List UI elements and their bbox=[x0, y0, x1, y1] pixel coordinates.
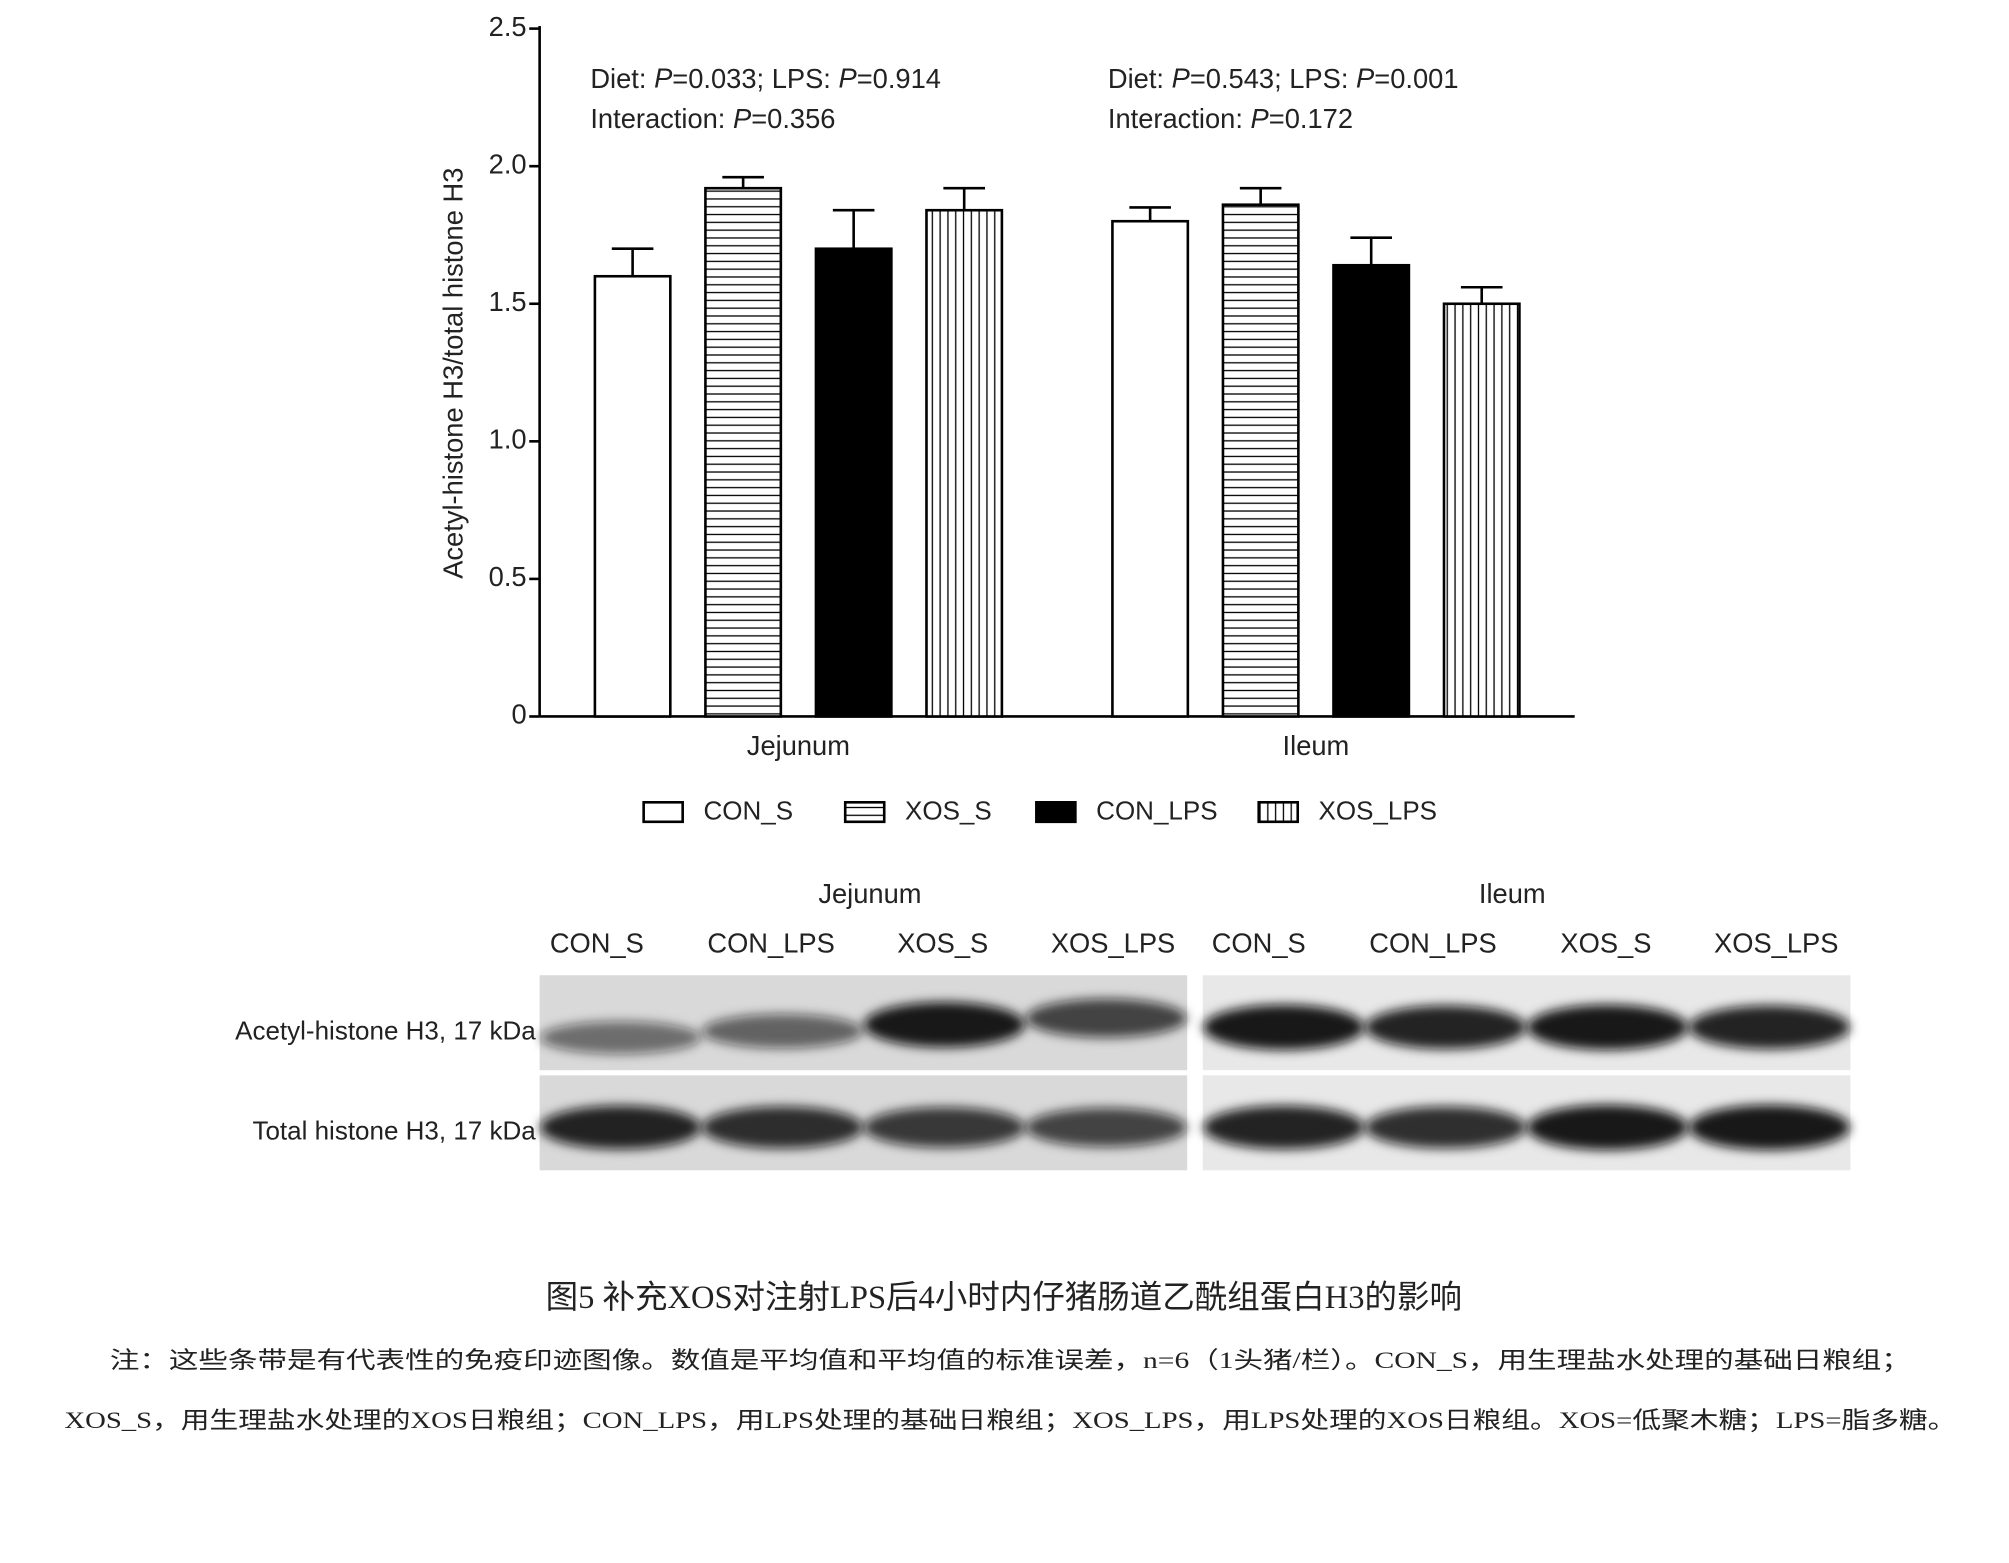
blot-band bbox=[1025, 1107, 1187, 1147]
y-tick-label: 1.5 bbox=[489, 286, 527, 317]
blot-group-label: Ileum bbox=[1479, 878, 1546, 909]
error-bar bbox=[1460, 285, 1503, 304]
caption-note: 注：这些条带是有代表性的免疫印迹图像。数值是平均值和平均值的标准误差，n=6（1… bbox=[110, 1347, 1911, 1374]
blot-lane-label: XOS_LPS bbox=[1051, 928, 1175, 959]
bar bbox=[1221, 203, 1300, 718]
blot-lane-label: CON_LPS bbox=[707, 928, 834, 959]
bar bbox=[1332, 263, 1411, 718]
blot-band bbox=[863, 1107, 1025, 1148]
blot-band bbox=[701, 1106, 864, 1149]
error-bar bbox=[943, 186, 985, 211]
blot-band bbox=[1365, 1106, 1527, 1149]
caption-title: 图5 补充XOS对注射LPS后4小时内仔猪肠道乙酰组蛋白H3的影响 bbox=[546, 1279, 1462, 1316]
annotation: Interaction: P=0.356 bbox=[590, 103, 835, 134]
annotation: Diet: P=0.543; LPS: P=0.001 bbox=[1108, 63, 1459, 94]
x-tick-label: Jejunum bbox=[747, 730, 850, 761]
annotation: Diet: P=0.033; LPS: P=0.914 bbox=[590, 63, 941, 94]
y-tick-label: 2.0 bbox=[489, 148, 527, 179]
blot-band bbox=[539, 1021, 702, 1055]
blot-row-label: Acetyl-histone H3, 17 kDa bbox=[235, 1015, 536, 1045]
blot-lane-label: CON_S bbox=[1212, 928, 1306, 959]
blot-lane-label: XOS_LPS bbox=[1714, 928, 1838, 959]
legend-label: CON_S bbox=[703, 796, 793, 826]
y-tick-label: 0.5 bbox=[489, 561, 527, 592]
y-tick-label: 0 bbox=[511, 699, 526, 730]
blot-band bbox=[863, 1002, 1025, 1048]
blot-band bbox=[1203, 1004, 1365, 1050]
blot-band bbox=[1526, 1004, 1689, 1050]
error-bar bbox=[1129, 206, 1171, 222]
blot-lane-label: CON_LPS bbox=[1369, 928, 1496, 959]
blot-group-label: Jejunum bbox=[818, 878, 921, 909]
error-bar bbox=[832, 208, 875, 249]
blot-band bbox=[1025, 998, 1187, 1038]
legend-label: CON_LPS bbox=[1096, 796, 1217, 826]
legend-swatch bbox=[642, 801, 684, 824]
legend-swatch bbox=[1257, 801, 1300, 824]
error-bar bbox=[722, 175, 764, 189]
error-bar bbox=[1350, 236, 1392, 266]
bar bbox=[593, 274, 672, 718]
y-axis-label: Acetyl-histone H3/total histone H3 bbox=[437, 168, 468, 579]
bar bbox=[1111, 219, 1190, 718]
blot-band bbox=[539, 1105, 702, 1150]
legend-swatch bbox=[1035, 801, 1077, 824]
blot-lane-label: CON_S bbox=[550, 928, 644, 959]
blot-band bbox=[1365, 1005, 1527, 1050]
blot-band bbox=[1203, 1105, 1365, 1150]
blot-band bbox=[1688, 1005, 1851, 1050]
annotation: Interaction: P=0.172 bbox=[1108, 103, 1353, 134]
error-bar bbox=[611, 247, 654, 277]
bar bbox=[814, 247, 893, 718]
legend-label: XOS_S bbox=[905, 796, 992, 826]
blot-band bbox=[1688, 1104, 1851, 1151]
blot-band bbox=[701, 1013, 864, 1049]
y-tick-label: 2.5 bbox=[489, 11, 527, 42]
blot-lane-label: XOS_S bbox=[1560, 928, 1651, 959]
y-tick-label: 1.0 bbox=[489, 424, 527, 455]
blot-band bbox=[1526, 1104, 1689, 1151]
legend-label: XOS_LPS bbox=[1319, 796, 1438, 826]
bar bbox=[704, 186, 783, 718]
blot-lane-label: XOS_S bbox=[897, 928, 988, 959]
x-tick-label: Ileum bbox=[1283, 730, 1350, 761]
blot-row-label: Total histone H3, 17 kDa bbox=[252, 1115, 536, 1145]
error-bar bbox=[1239, 186, 1282, 205]
bar bbox=[925, 208, 1004, 718]
legend-swatch bbox=[843, 801, 886, 824]
bar bbox=[1442, 302, 1521, 718]
caption-note: XOS_S，用生理盐水处理的XOS日粮组；CON_LPS，用LPS处理的基础日粮… bbox=[64, 1407, 1956, 1434]
